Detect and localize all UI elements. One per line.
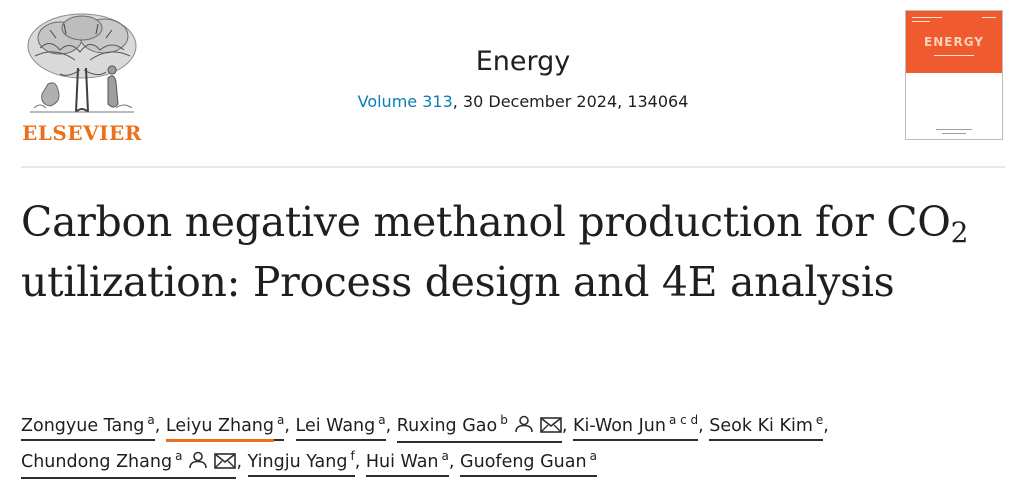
author-name: Chundong Zhang (21, 452, 173, 472)
elsevier-wordmark: ELSEVIER (22, 121, 142, 145)
affiliation-marker: a (277, 413, 285, 427)
mail-icon (540, 415, 562, 441)
volume-link[interactable]: Volume 313 (357, 92, 453, 111)
author-separator: , (448, 452, 455, 472)
author-link[interactable]: Guofeng Guan a (460, 449, 597, 477)
author-separator: , (561, 416, 568, 436)
author-separator: , (698, 416, 704, 436)
affiliation-marker: a c d (668, 413, 699, 427)
article-title: Carbon negative methanol production for … (21, 192, 981, 312)
author-link[interactable]: Hui Wan a (365, 449, 449, 477)
author-name: Ruxing Gao (396, 416, 498, 436)
title-part1: Carbon negative methanol production for … (21, 198, 951, 246)
affiliation-marker: a (589, 449, 597, 463)
affiliation-marker: a (175, 449, 183, 463)
person-icon (188, 451, 208, 477)
affiliation-marker: e (815, 413, 824, 427)
header-divider (21, 166, 1005, 168)
journal-title-link[interactable]: Energy (475, 46, 571, 77)
author-link[interactable]: Lei Wang a (295, 413, 386, 441)
author-name: Guofeng Guan (460, 452, 587, 472)
person-icon (514, 415, 534, 441)
affiliation-marker: a (441, 449, 449, 463)
affiliation-marker: b (500, 413, 508, 427)
cover-line (934, 55, 974, 56)
author-name: Lei Wang (295, 416, 376, 436)
journal-meta: Volume 313, 30 December 2024, 134064 (200, 91, 846, 113)
author-name: Zongyue Tang (21, 416, 145, 436)
author-name: Yingju Yang (247, 452, 348, 472)
author-link[interactable]: Ki-Won Jun a c d (573, 413, 699, 441)
author-separator: , (154, 416, 161, 436)
author-link[interactable]: Chundong Zhang a (21, 449, 237, 479)
cover-line (936, 129, 972, 130)
author-name: Leiyu Zhang (165, 413, 274, 442)
elsevier-tree-icon (27, 13, 137, 113)
cover-line (912, 21, 930, 22)
author-link[interactable]: Yingju Yang f (247, 449, 355, 477)
affiliation-marker: a (378, 413, 386, 427)
cover-title: ENERGY (924, 35, 984, 49)
author-link[interactable]: Ruxing Gao b (396, 413, 562, 443)
elsevier-logo[interactable]: ELSEVIER (20, 8, 144, 146)
journal-cover-thumbnail[interactable]: ENERGY (905, 10, 1003, 140)
author-link[interactable]: Leiyu Zhang a (165, 413, 285, 442)
author-name: Ki-Won Jun (573, 416, 666, 436)
cover-line (942, 133, 966, 134)
author-link[interactable]: Zongyue Tang a (21, 413, 155, 441)
author-separator: , (823, 416, 829, 436)
affiliation-marker: a (147, 413, 155, 427)
author-separator: , (354, 452, 361, 472)
author-name: Seok Ki Kim (709, 416, 813, 436)
author-separator: , (385, 416, 392, 436)
cover-line (912, 17, 942, 18)
mail-icon (214, 451, 237, 477)
author-separator: , (284, 416, 290, 436)
article-header: ELSEVIER Energy Volume 313, 30 December … (0, 0, 1021, 168)
author-list: Zongyue Tang a, Leiyu Zhang a, Lei Wang a, … (21, 408, 1011, 480)
cover-line (982, 17, 996, 18)
issue-date-article-number: , 30 December 2024, 134064 (452, 92, 689, 111)
title-part2: utilization: Process design and 4E analy… (21, 258, 895, 306)
author-link[interactable]: Seok Ki Kim e (709, 413, 824, 441)
journal-info: Energy Volume 313, 30 December 2024, 134… (200, 44, 846, 113)
title-subscript: 2 (950, 216, 969, 249)
cover-color-block: ENERGY (906, 11, 1002, 73)
author-separator: , (236, 452, 243, 472)
author-name: Hui Wan (365, 452, 439, 472)
affiliation-marker: f (350, 449, 355, 463)
